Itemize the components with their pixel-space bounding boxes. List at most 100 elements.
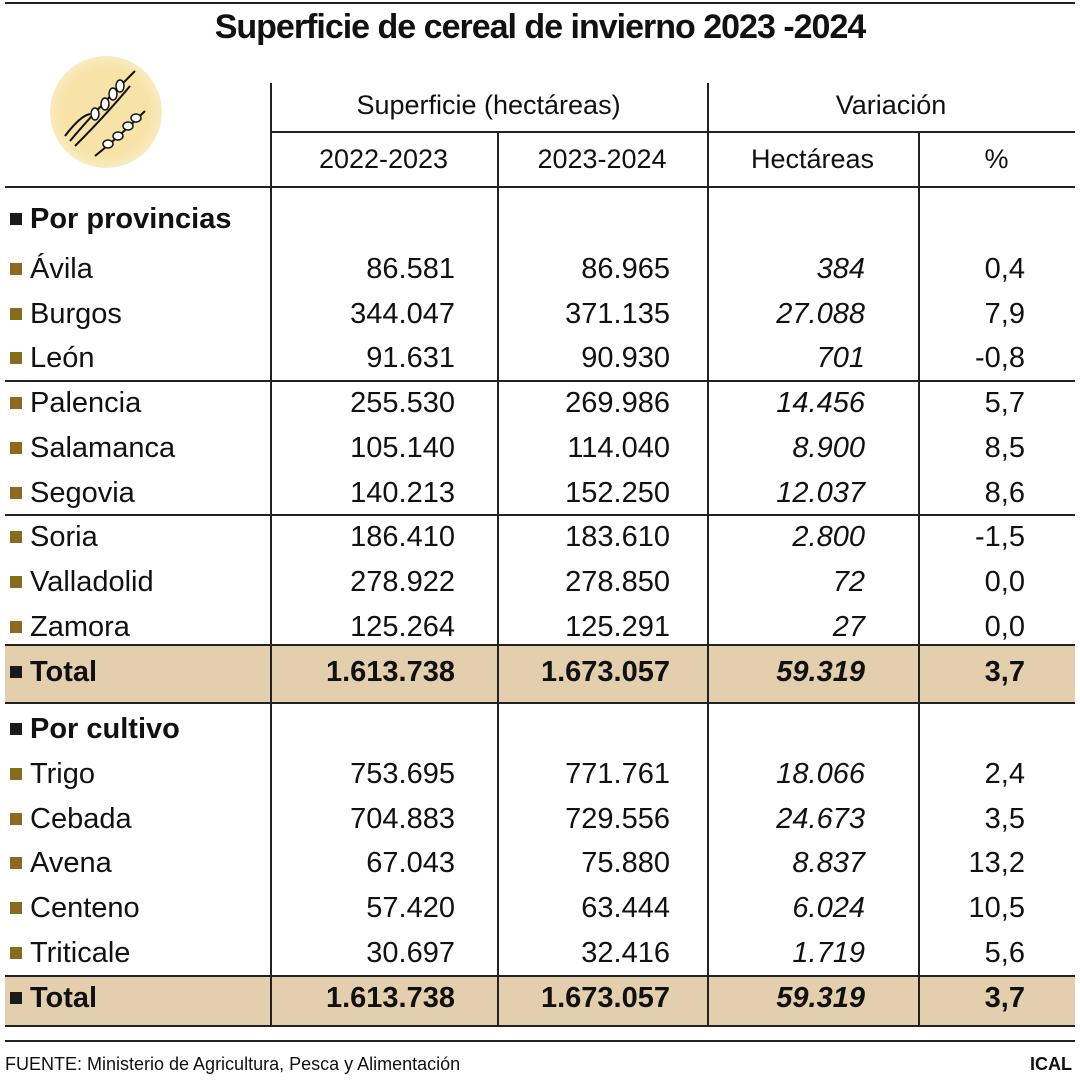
bullet-icon: [10, 213, 22, 225]
column-divider: [270, 83, 272, 1026]
row-label: Burgos: [30, 297, 122, 330]
cell-value: 1.719: [792, 936, 865, 969]
section-label-provincias: Por provincias: [10, 202, 231, 236]
cell-value: 384: [816, 253, 865, 285]
bullet-icon: [10, 397, 22, 410]
total-row-bg: [5, 644, 1075, 702]
header-group-variation: Variación: [835, 90, 947, 120]
bullet-icon: [10, 723, 22, 735]
cell-value: 2.800: [792, 521, 865, 554]
cell-value: 183.610: [565, 521, 670, 554]
row-label: Trigo: [30, 758, 95, 790]
cell-value: 278.850: [565, 565, 670, 598]
table-row: Palencia: [10, 386, 141, 420]
header-bottom-line: [5, 186, 1075, 188]
cell-value: 24.673: [776, 802, 865, 835]
total-row-bg: [5, 975, 1075, 1026]
cell-value: 14.456: [776, 387, 865, 420]
cell-value: 701: [816, 342, 865, 375]
header-group-surface: Superficie (hectáreas): [356, 90, 621, 120]
row-label: Zamora: [30, 610, 130, 643]
column-divider: [707, 83, 709, 1026]
section-title: Por provincias: [30, 203, 232, 235]
cell-value: 152.250: [565, 476, 670, 509]
cell-value: 7,9: [984, 297, 1025, 330]
cell-value: 18.066: [776, 758, 865, 790]
cell-value: 125.291: [565, 610, 670, 643]
cell-value: 3,5: [984, 802, 1025, 835]
bullet-icon: [10, 768, 22, 780]
bullet-icon: [10, 263, 22, 275]
cell-value: 371.135: [565, 297, 670, 330]
row-label: Segovia: [30, 476, 135, 509]
row-divider: [5, 975, 1075, 977]
row-label: León: [30, 342, 95, 375]
cell-value: 771.761: [565, 758, 670, 790]
cell-value: 140.213: [350, 476, 455, 509]
source-note: FUENTE: Ministerio de Agricultura, Pesca…: [5, 1054, 461, 1074]
bullet-icon: [10, 812, 22, 825]
cell-value: 91.631: [366, 342, 455, 375]
cell-value: 186.410: [350, 521, 455, 554]
bullet-icon: [10, 857, 22, 870]
cell-value: 753.695: [350, 758, 455, 790]
cell-value: 2,4: [984, 758, 1025, 790]
header-divider: [270, 131, 1075, 133]
cell-value: 0,0: [984, 610, 1025, 643]
table-row: Trigo: [10, 757, 95, 791]
top-rule: [5, 2, 1075, 4]
cell-value: 12.037: [776, 476, 865, 509]
bullet-icon: [10, 946, 22, 959]
cell-value: 5,7: [984, 387, 1025, 420]
table-row: León: [10, 341, 95, 375]
cell-value: 704.883: [350, 802, 455, 835]
row-divider: [5, 644, 1075, 646]
row-label: Salamanca: [30, 431, 176, 464]
table-row: Segovia: [10, 476, 135, 510]
cell-value: 5,6: [984, 936, 1025, 969]
table-row: Burgos: [10, 297, 122, 331]
cell-value: 59.319: [776, 982, 865, 1014]
bullet-icon: [10, 992, 22, 1004]
cell-value: 6.024: [792, 892, 865, 925]
table-row: Zamora: [10, 610, 130, 644]
header-col-2022-2023: 2022-2023: [318, 144, 449, 174]
cell-value: 114.040: [567, 431, 670, 464]
table-row: Soria: [10, 520, 98, 554]
cell-value: 729.556: [565, 802, 670, 835]
row-divider: [5, 702, 1075, 704]
row-divider: [5, 1025, 1075, 1027]
table-row: Avena: [10, 846, 112, 880]
row-divider: [5, 514, 1075, 516]
wheat-icon: [50, 56, 162, 168]
cell-value: 86.965: [581, 253, 670, 285]
bullet-icon: [10, 902, 22, 915]
table-row: Triticale: [10, 936, 130, 970]
row-label: Palencia: [30, 387, 142, 420]
cell-value: 13,2: [968, 847, 1025, 880]
cell-value: 86.581: [366, 253, 455, 285]
cell-value: 1.673.057: [540, 982, 670, 1014]
cell-value: -0,8: [975, 342, 1025, 375]
cell-value: 27.088: [776, 297, 865, 330]
cell-value: 125.264: [350, 610, 455, 643]
row-label: Triticale: [30, 936, 131, 969]
row-label: Total: [30, 656, 98, 688]
page-title: Superficie de cereal de invierno 2023 -2…: [214, 8, 867, 46]
cell-value: 8.837: [792, 847, 865, 880]
cell-value: 32.416: [581, 936, 670, 969]
cell-value: 3,7: [984, 656, 1025, 688]
cell-value: 75.880: [581, 847, 670, 880]
bullet-icon: [10, 666, 22, 678]
cell-value: 10,5: [968, 892, 1025, 925]
cell-value: 59.319: [776, 656, 865, 688]
row-label: Ávila: [30, 253, 93, 285]
cell-value: 30.697: [366, 936, 455, 969]
cell-value: 1.613.738: [325, 656, 455, 688]
cell-value: 1.673.057: [540, 656, 670, 688]
table-row: Ávila: [10, 252, 93, 286]
cell-value: 255.530: [350, 387, 455, 420]
cell-value: 8,6: [984, 476, 1025, 509]
total-row: Total: [10, 655, 97, 689]
cell-value: 105.140: [350, 431, 455, 464]
